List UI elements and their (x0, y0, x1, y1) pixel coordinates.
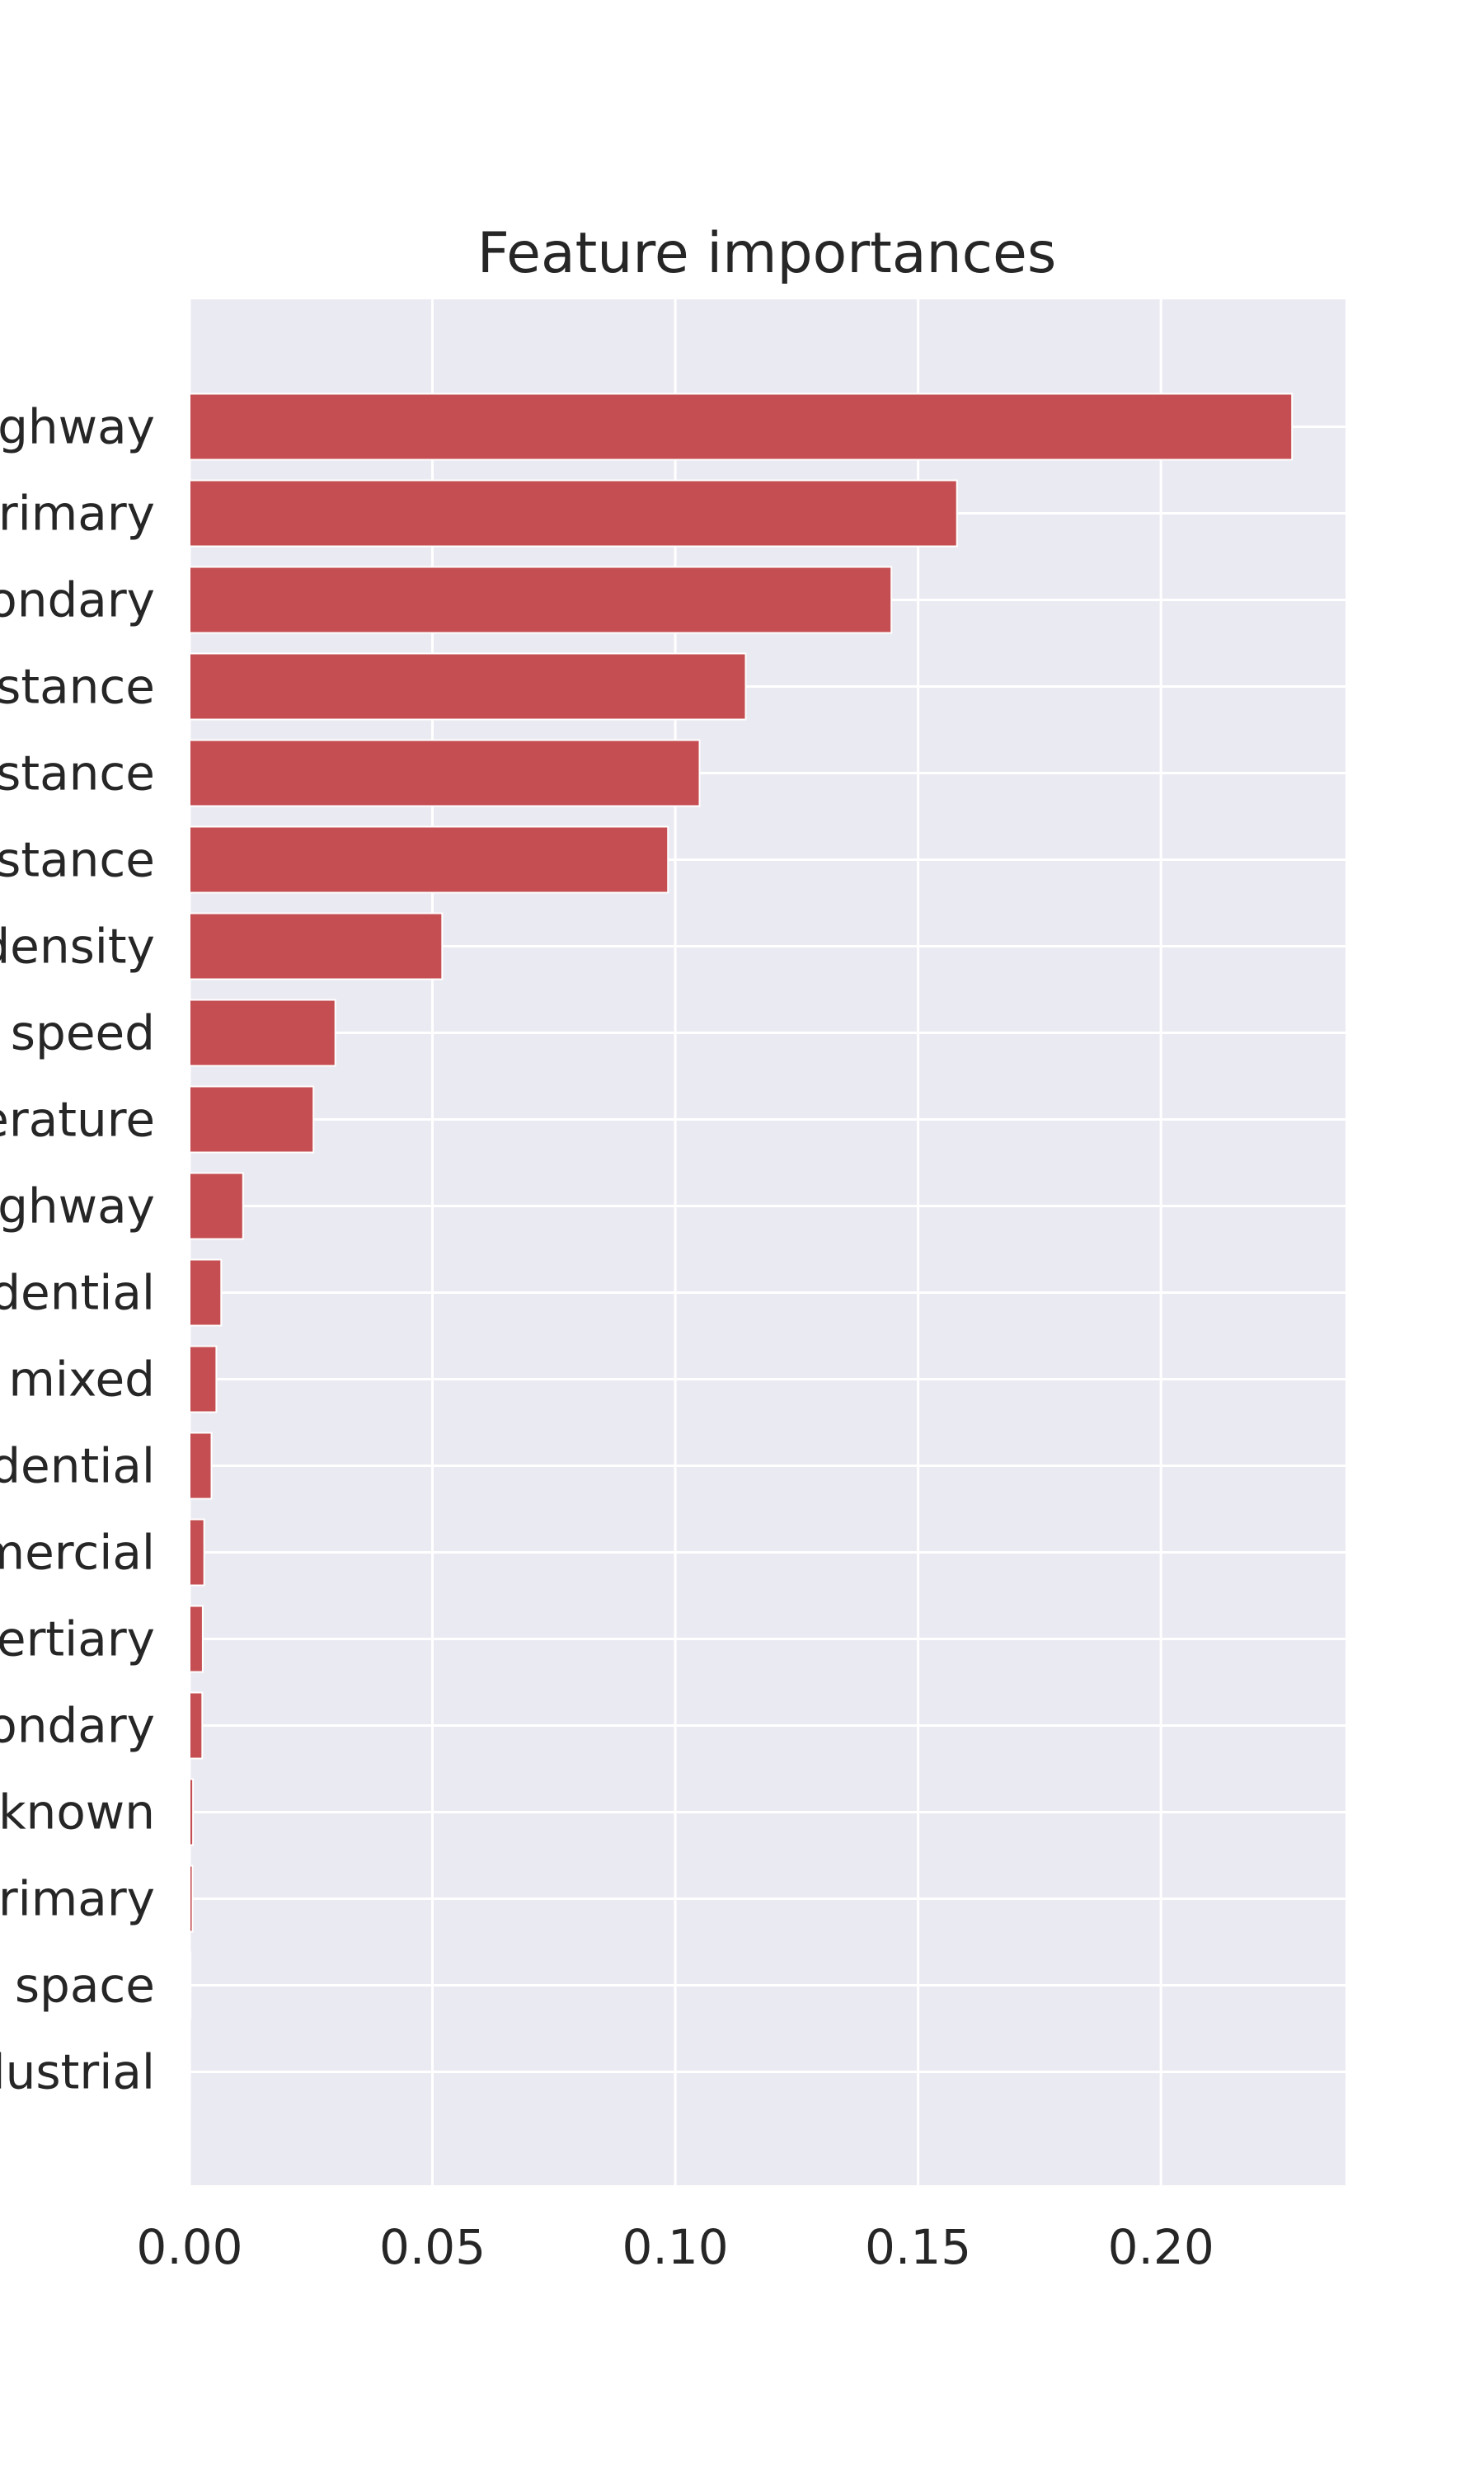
y-tick-label: dential (0, 1265, 155, 1321)
x-tick-label: 0.10 (622, 2219, 729, 2275)
y-tick-label: ertiary (0, 1611, 155, 1667)
bar-10 (189, 1258, 223, 1327)
bar-16 (189, 1778, 195, 1846)
bar-7 (189, 999, 336, 1067)
bar-2 (189, 566, 893, 634)
x-tick-label: 0.00 (136, 2219, 242, 2275)
bar-11 (189, 1345, 218, 1413)
y-tick-label: ondary (0, 1698, 155, 1754)
x-tick-label: 0.20 (1108, 2219, 1214, 2275)
x-tick-label: 0.05 (379, 2219, 486, 2275)
y-tick-label: stance (0, 745, 155, 802)
bar-3 (189, 652, 747, 721)
y-tick-label: ghway (0, 399, 155, 455)
y-tick-label: stance (0, 832, 155, 888)
bar-5 (189, 825, 669, 894)
bar-1 (189, 479, 958, 548)
y-tick-labels: ghway rimary ondary stance stance stance densi… (0, 399, 155, 2100)
y-tick-label: speed (11, 1005, 155, 1061)
bar-4 (189, 739, 701, 807)
y-tick-label: erature (0, 1092, 155, 1148)
y-tick-label: stance (0, 659, 155, 715)
bar-0 (189, 393, 1294, 461)
y-tick-label: mercial (0, 1525, 155, 1581)
bar-17 (189, 1864, 194, 1933)
y-tick-label: mixed (8, 1352, 155, 1408)
x-tick-label: 0.15 (865, 2219, 971, 2275)
x-tick-labels: 0.00 0.05 0.10 0.15 0.20 (136, 2219, 1214, 2275)
y-tick-label: lustrial (0, 2044, 155, 2100)
bar-14 (189, 1605, 204, 1673)
bar-6 (189, 912, 444, 980)
bar-12 (189, 1432, 213, 1500)
y-tick-label: space (15, 1958, 155, 2014)
bar-13 (189, 1518, 205, 1587)
chart-title: Feature importances (477, 221, 1057, 286)
bars (189, 393, 1294, 2106)
bar-9 (189, 1172, 244, 1240)
y-tick-label: ghway (0, 1178, 155, 1234)
y-tick-label: rimary (0, 1871, 155, 1927)
y-tick-label: known (0, 1784, 155, 1841)
y-tick-label: dential (0, 1438, 155, 1494)
y-tick-label: ondary (0, 572, 155, 628)
bar-8 (189, 1085, 315, 1154)
bar-15 (189, 1691, 204, 1760)
y-tick-label: density (0, 919, 155, 975)
y-tick-label: rimary (0, 486, 155, 542)
